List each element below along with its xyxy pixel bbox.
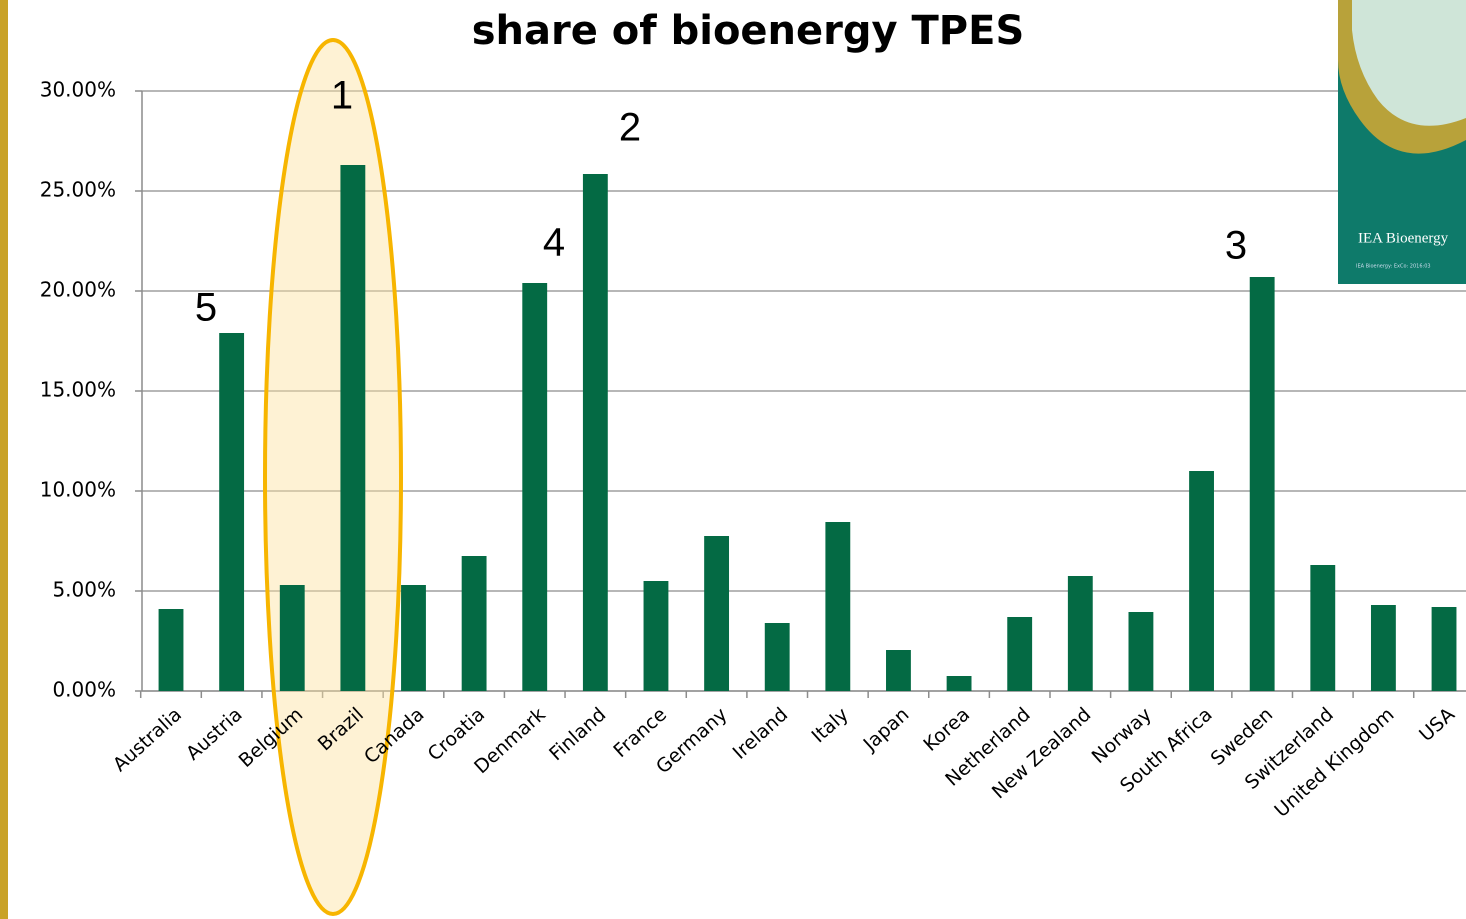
annotation: 3	[1225, 224, 1247, 268]
bar	[1007, 617, 1032, 691]
bar	[1068, 576, 1093, 691]
y-tick-label: 0.00%	[52, 678, 116, 702]
bar	[1129, 612, 1154, 691]
bar	[583, 174, 608, 691]
x-tick-label: USA	[1415, 703, 1459, 746]
x-tick-label: Korea	[919, 703, 974, 755]
bar	[1250, 277, 1275, 691]
bar	[1310, 565, 1335, 691]
bar	[1432, 607, 1457, 691]
cover-subtitle: IEA Bioenergy: ExCo: 2016:03	[1356, 264, 1431, 270]
annotation: 4	[543, 221, 565, 265]
bar	[886, 650, 911, 691]
chart: share of bioenergy TPES 0.00% 5.00% 10.00%…	[0, 0, 1466, 919]
bar	[401, 585, 426, 691]
chart-title: share of bioenergy TPES	[472, 8, 1025, 54]
side-strip	[0, 0, 8, 919]
cover-title: IEA Bioenergy	[1358, 230, 1449, 246]
bar	[522, 283, 547, 691]
bar	[765, 623, 790, 691]
bar	[340, 165, 365, 691]
highlight	[265, 40, 401, 914]
annotation: 1	[331, 74, 353, 118]
x-tick-label: Italy	[807, 703, 852, 747]
bar	[947, 676, 972, 691]
y-tick-label: 25.00%	[40, 178, 116, 202]
cover-image: IEA Bioenergy IEA Bioenergy: ExCo: 2016:…	[1338, 0, 1466, 284]
y-tick-label: 30.00%	[40, 78, 116, 102]
bar	[1371, 605, 1396, 691]
annotation: 5	[195, 286, 217, 330]
annotation: 2	[619, 106, 641, 150]
y-tick-label: 20.00%	[40, 278, 116, 302]
y-tick-label: 10.00%	[40, 478, 116, 502]
bar	[644, 581, 669, 691]
bar	[159, 609, 184, 691]
y-tick-label: 15.00%	[40, 378, 116, 402]
bar	[462, 556, 487, 691]
x-tick-label: Ireland	[729, 703, 793, 763]
bar	[704, 536, 729, 691]
x-tick-label: Australia	[109, 703, 186, 776]
bar	[219, 333, 244, 691]
bar	[825, 522, 850, 691]
x-tick-label: Finland	[545, 703, 610, 765]
bar	[280, 585, 305, 691]
x-tick-label: Japan	[859, 703, 914, 755]
y-tick-label: 5.00%	[52, 578, 116, 602]
bar	[1189, 471, 1214, 691]
